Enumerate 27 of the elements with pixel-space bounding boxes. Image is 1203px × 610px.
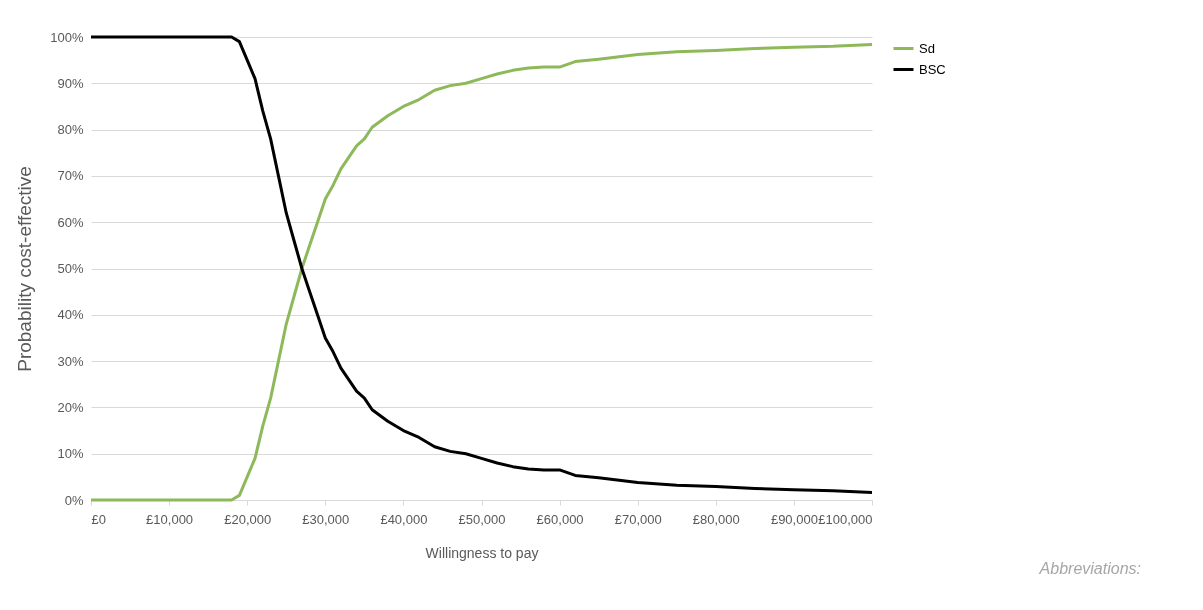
y-tick-label: 0% [64,492,84,508]
x-tick-label: £80,000 [692,511,740,527]
y-tick-label: 20% [57,399,84,415]
x-tick-label: £60,000 [536,511,584,527]
legend-label: BSC [919,61,946,77]
x-tick-label: £10,000 [146,511,194,527]
y-tick-label: 10% [57,446,84,462]
y-tick-label: 80% [57,122,84,138]
y-tick-label: 30% [57,353,84,369]
x-tick-label: £50,000 [458,511,506,527]
x-tick-label: £20,000 [224,511,272,527]
y-tick-label: 70% [57,168,84,184]
x-tick-label: £100,000 [818,511,873,527]
x-tick-label: £30,000 [302,511,350,527]
y-axis-title: Probability cost-effective [14,166,36,372]
x-axis-title: Willingness to pay [425,544,539,561]
y-tick-label: 100% [50,29,84,45]
y-tick-label: 40% [57,307,84,323]
legend-label: Sd [919,40,935,56]
x-tick-label: £70,000 [614,511,662,527]
x-tick-label: £40,000 [380,511,428,527]
y-tick-label: 60% [57,214,84,230]
y-tick-label: 50% [57,261,84,276]
text: Abbreviations: [1038,560,1141,577]
y-tick-label: 90% [57,75,84,91]
x-tick-label: £0 [91,511,106,527]
x-tick-label: £90,000 [770,511,818,527]
